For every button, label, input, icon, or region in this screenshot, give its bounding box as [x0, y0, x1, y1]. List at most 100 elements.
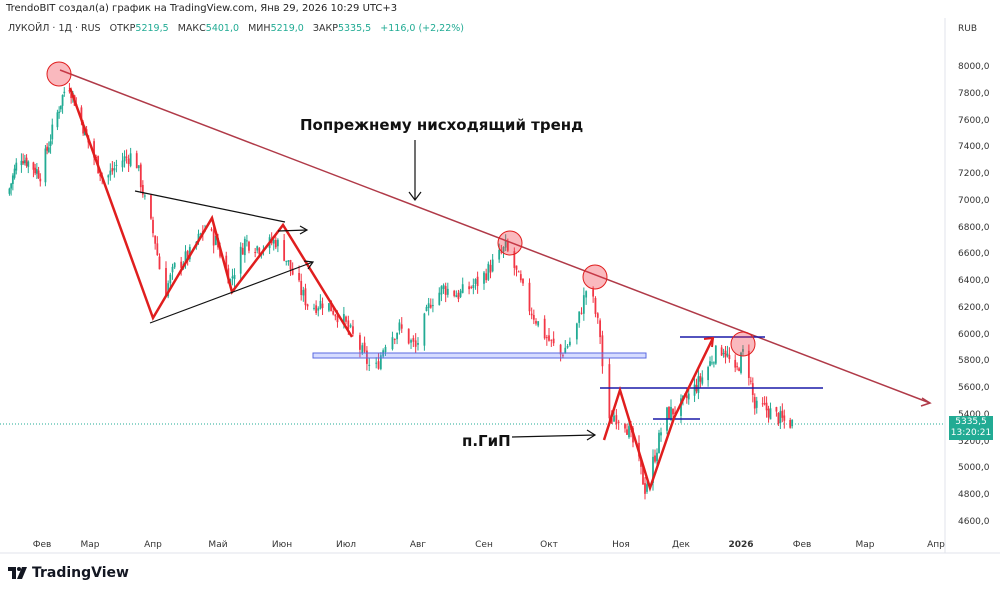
candle-body: [391, 337, 394, 350]
candle-body: [455, 295, 458, 298]
candle-body: [107, 175, 110, 178]
candle-body: [32, 162, 35, 170]
candle-body: [165, 268, 167, 296]
close-label: ЗАКР: [312, 23, 338, 34]
symbol-name[interactable]: ЛУКОЙЛ · 1Д · RUS: [8, 23, 101, 34]
candle-body: [123, 156, 126, 162]
candle-body: [287, 260, 290, 262]
candle-body: [734, 359, 737, 368]
candle-body: [291, 268, 294, 275]
annotation-pgip: п.ГиП: [462, 432, 511, 450]
candle-body: [141, 184, 144, 195]
candle-body: [283, 240, 286, 261]
candle-body: [13, 168, 16, 178]
downtrend-line: [59, 69, 931, 404]
currency-label[interactable]: RUB: [958, 24, 978, 34]
candle-body: [470, 286, 473, 288]
candle-body: [476, 276, 479, 287]
candle-body: [254, 251, 257, 253]
candle-body: [410, 340, 412, 343]
candle-body: [569, 341, 571, 346]
candle-body: [417, 342, 419, 345]
zigzag-wave-2: [602, 337, 715, 493]
time-tick: Май: [208, 540, 228, 550]
candle-body: [127, 158, 130, 165]
candle-body: [334, 314, 337, 317]
candle-body: [212, 230, 215, 246]
last-price-tag: 5335,5 13:20:21: [949, 416, 993, 440]
candle-body: [135, 153, 138, 169]
price-tick: 7800,0: [958, 88, 990, 99]
candle-body: [414, 340, 417, 347]
candle-body: [670, 406, 672, 420]
candle-body: [489, 264, 492, 273]
candle-body: [652, 456, 654, 483]
low-value: 5219,0: [270, 23, 304, 34]
candle-body: [728, 355, 731, 360]
candle-body: [139, 164, 142, 188]
candle-body: [608, 364, 611, 419]
candle-body: [115, 164, 118, 166]
time-tick: Дек: [671, 540, 691, 550]
candle-body: [626, 429, 628, 435]
candle-body: [248, 241, 250, 251]
candle-body: [656, 452, 658, 462]
annotation-downtrend: Попрежнему нисходящий тренд: [300, 116, 584, 134]
candle-body: [125, 156, 128, 158]
candle-body: [384, 346, 387, 353]
last-price: 5335,5: [955, 417, 987, 427]
candle-body: [46, 146, 49, 151]
candle-body: [210, 229, 213, 231]
candle-body: [749, 380, 752, 382]
candle-body: [459, 290, 462, 297]
candle-body: [368, 364, 371, 366]
time-tick: Окт: [540, 540, 558, 550]
candle-body: [761, 403, 764, 405]
price-tick: 7000,0: [958, 195, 990, 206]
candle-body: [302, 289, 305, 296]
candle-body: [680, 398, 682, 416]
tradingview-logo[interactable]: TradingView: [8, 565, 129, 581]
candle-body: [276, 239, 279, 247]
candle-body: [487, 263, 490, 280]
candle-body: [109, 170, 112, 176]
candle-body: [440, 286, 443, 295]
candle-body: [504, 240, 507, 248]
candle-body: [379, 355, 382, 370]
time-tick: Сен: [475, 540, 493, 550]
candle-body: [289, 260, 292, 270]
candle-body: [755, 400, 758, 408]
open-label: ОТКР: [109, 23, 136, 34]
candle-body: [345, 316, 347, 322]
candle-body: [575, 323, 578, 340]
attribution: TrendoBIT создал(а) график на TradingVie…: [6, 3, 398, 14]
candle-body: [361, 345, 364, 353]
candle-body: [407, 328, 410, 344]
candle-body: [769, 408, 772, 420]
price-tick: 7200,0: [958, 169, 990, 180]
candle-body: [654, 455, 656, 462]
time-tick: Июл: [335, 540, 357, 550]
candle-body: [169, 274, 172, 284]
high-label: МАКС: [177, 23, 206, 34]
candle-body: [578, 311, 581, 323]
candle-body: [658, 432, 660, 453]
candle-body: [617, 421, 620, 423]
candle-body: [697, 376, 700, 393]
candle-body: [80, 107, 83, 122]
candle-body: [321, 303, 324, 309]
candle-body: [366, 350, 368, 364]
candle-body: [171, 266, 174, 273]
touch-point-circle: [497, 230, 523, 256]
candle-body: [628, 426, 630, 438]
candle-body: [513, 251, 516, 268]
candle-body: [781, 410, 784, 418]
candle-body: [709, 361, 711, 366]
candle-body: [693, 384, 696, 396]
triangle-arrow-upper: [277, 229, 308, 232]
candle-body: [644, 483, 646, 494]
candle-body: [58, 111, 61, 113]
candle-body: [687, 393, 690, 400]
candle-body: [738, 368, 740, 371]
